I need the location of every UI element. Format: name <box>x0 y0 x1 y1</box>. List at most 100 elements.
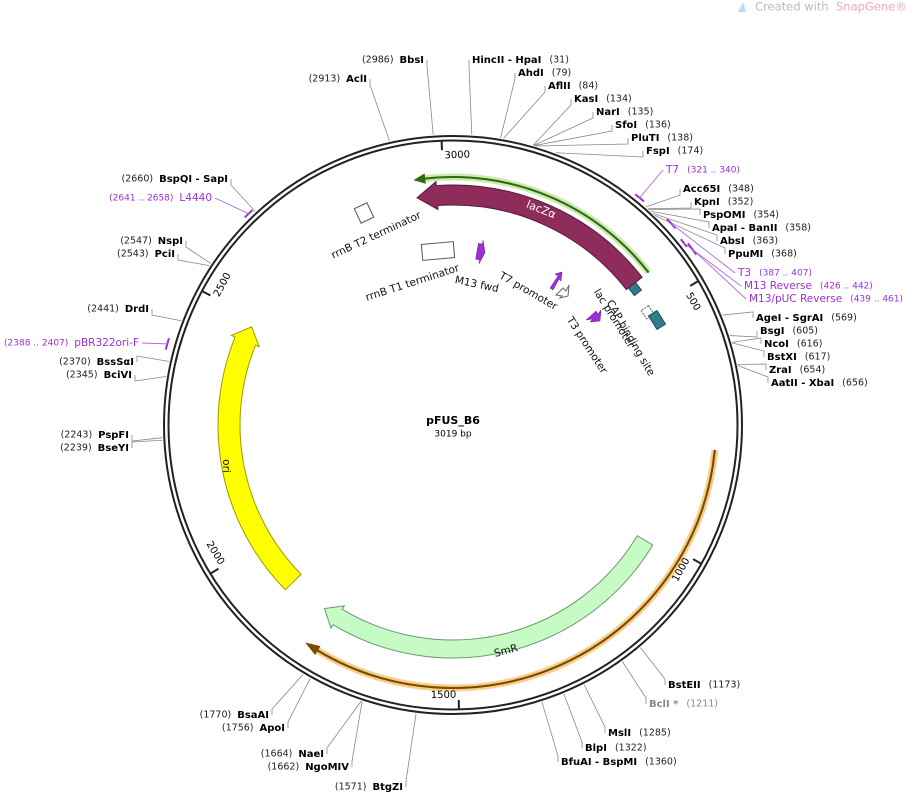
primer-mark <box>634 193 645 203</box>
site-position: (136) <box>645 120 671 131</box>
primer-name: T7 <box>665 164 679 176</box>
site-leader <box>532 99 572 146</box>
site-name: FspI <box>646 146 670 157</box>
site-name: NarI <box>596 107 620 118</box>
primer-range: (2388 .. 2407) <box>4 339 68 349</box>
site-position: (134) <box>606 94 632 105</box>
site-position: (354) <box>753 210 779 221</box>
site-name: BspQI - SapI <box>159 174 228 185</box>
primer-range: (439 .. 461) <box>850 295 903 305</box>
primer-leader <box>691 248 747 300</box>
cap-site-shape <box>647 309 667 331</box>
site-leader <box>555 151 644 158</box>
site-leader <box>541 701 559 762</box>
site-position: (2547) <box>120 236 152 247</box>
site-leader <box>426 60 434 135</box>
watermark-brand: SnapGene® <box>836 0 906 14</box>
site-name: SfoI <box>615 120 637 131</box>
site-name: AflII <box>548 81 571 92</box>
site-name: AatII - XbaI <box>771 378 834 389</box>
site-leader <box>271 674 304 715</box>
site-leader <box>287 678 311 728</box>
site-leader <box>151 309 182 322</box>
site-name: BclI * <box>649 699 679 710</box>
primer-name: M13 Reverse <box>744 280 812 292</box>
site-position: (79) <box>552 68 572 79</box>
site-name: HincII - HpaI <box>472 55 541 66</box>
site-position: (1322) <box>615 743 647 754</box>
primer-name: L4440 <box>179 192 212 204</box>
site-leader <box>737 365 769 383</box>
tick-label: 1500 <box>431 690 457 702</box>
backbone-inner <box>167 139 739 711</box>
site-leader <box>737 363 767 370</box>
site-position: (1662) <box>268 762 300 773</box>
primer-range: (426 .. 442) <box>820 282 873 292</box>
site-position: (569) <box>831 313 857 324</box>
site-leader <box>405 713 417 787</box>
primer-range: (387 .. 407) <box>759 269 812 279</box>
site-name: ApaI - BanII <box>712 223 777 234</box>
site-leader <box>503 86 546 139</box>
site-position: (2913) <box>309 74 341 85</box>
site-name: BfuAI - BspMI <box>561 757 637 768</box>
site-name: BstEII <box>668 680 701 691</box>
primer-mark <box>244 209 254 219</box>
site-position: (1770) <box>200 710 232 721</box>
site-name: MslI <box>608 728 631 739</box>
rrnb-t1-shape <box>420 241 456 261</box>
site-position: (2441) <box>87 304 119 315</box>
site-position: (348) <box>728 184 754 195</box>
site-leader <box>652 212 718 241</box>
site-position: (1756) <box>222 723 254 734</box>
site-position: (2345) <box>66 370 98 381</box>
site-name: KpnI <box>694 197 720 208</box>
tick-label: 3000 <box>444 150 470 162</box>
tick-mark <box>692 558 702 565</box>
site-position: (358) <box>785 223 811 234</box>
plasmid-size: 3019 bp <box>434 430 471 440</box>
site-leader <box>500 73 516 139</box>
site-name: DrdI <box>125 304 149 315</box>
site-name: NaeI <box>298 749 324 760</box>
site-position: (31) <box>549 55 569 66</box>
site-leader <box>131 439 163 448</box>
site-leader <box>732 342 765 357</box>
rrnb-t2-shape <box>353 202 375 224</box>
plasmid-name: pFUS_B6 <box>426 414 480 427</box>
site-name: BsgI <box>760 326 784 337</box>
site-leader <box>640 647 666 685</box>
site-leader <box>583 684 606 733</box>
site-name: NcoI <box>764 339 789 350</box>
tick-label: 500 <box>683 291 702 313</box>
site-name: BstXI <box>767 352 797 363</box>
m13-fwd-shape <box>475 240 486 264</box>
site-leader <box>645 189 681 208</box>
feature-label: rrnB T1 terminator <box>364 262 461 304</box>
promoter-outline-shape <box>554 284 570 299</box>
site-position: (363) <box>753 236 779 247</box>
site-position: (2370) <box>59 357 91 368</box>
site-name: BssSαI <box>97 357 134 368</box>
primer-name: T3 <box>737 267 751 279</box>
site-leader <box>563 693 583 748</box>
site-position: (135) <box>628 107 654 118</box>
site-position: (138) <box>667 133 693 144</box>
site-leader <box>131 435 163 442</box>
feature-label: M13 fwd <box>454 274 500 295</box>
site-position: (2986) <box>362 55 394 66</box>
feature-label: ori <box>220 459 232 473</box>
site-leader <box>468 60 473 135</box>
primer-leader <box>639 169 664 199</box>
site-leader <box>134 375 167 382</box>
site-name: NgoMIV <box>305 762 349 773</box>
primer-name: M13/pUC Reverse <box>749 293 842 305</box>
site-name: AbsI <box>720 236 745 247</box>
site-position: (352) <box>728 197 754 208</box>
site-name: AclI <box>346 74 367 85</box>
site-position: (654) <box>800 365 826 376</box>
backbone-outer <box>163 135 743 715</box>
site-position: (605) <box>792 326 818 337</box>
site-position: (1571) <box>335 782 367 793</box>
